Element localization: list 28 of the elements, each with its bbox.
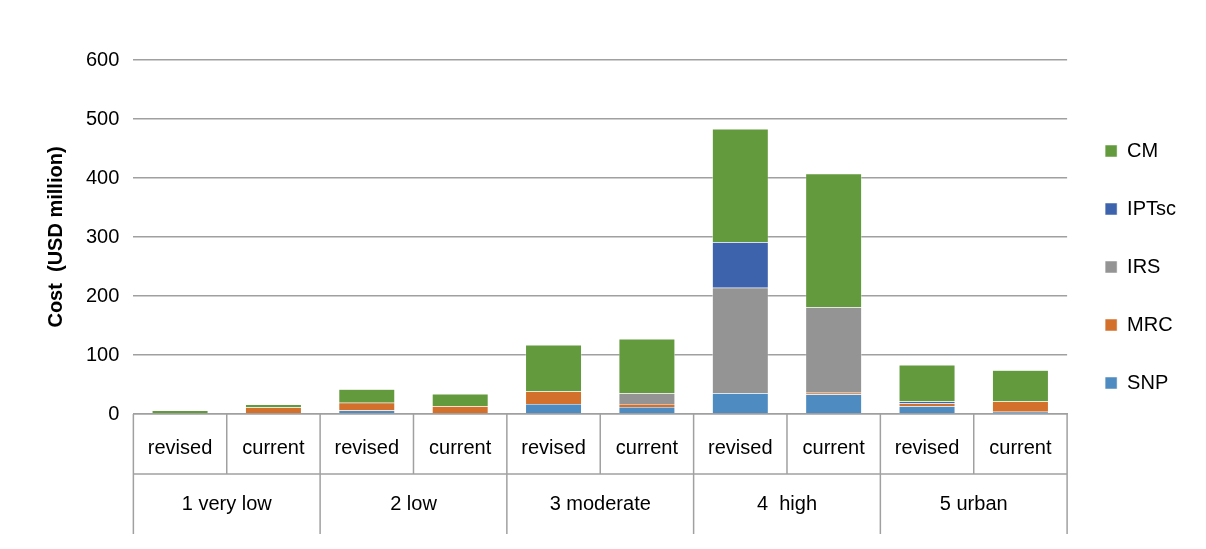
y-tick-label: 100 xyxy=(85,342,120,365)
x-tick-label: current xyxy=(989,435,1052,458)
text: 1 very low xyxy=(181,491,273,514)
x-tick-label: current xyxy=(242,435,305,458)
x-tick-label: revised xyxy=(521,435,586,458)
legend-label: SNP xyxy=(1127,370,1169,393)
x-tick-label: revised xyxy=(334,435,400,458)
x-tick-label: current xyxy=(615,435,679,458)
x-tick-label: revised xyxy=(894,435,960,458)
y-tick-label: 600 xyxy=(85,47,120,70)
y-tick-label: 400 xyxy=(85,165,120,188)
y-tick-label: 500 xyxy=(85,106,120,129)
y-axis-title: Cost (USD million) xyxy=(43,146,66,328)
x-tick-label: current xyxy=(429,435,492,458)
legend-label: MRC xyxy=(1127,312,1173,335)
x-tick-label: current xyxy=(802,435,866,458)
y-tick-label: 200 xyxy=(85,283,120,306)
legend-label: IPTsc xyxy=(1127,196,1177,219)
x-tick-label: revised xyxy=(147,435,213,458)
legend-label: IRS xyxy=(1127,254,1161,277)
x-tick-label: revised xyxy=(708,435,773,458)
text: 2 low xyxy=(390,491,438,514)
text: 4 high xyxy=(756,491,818,514)
y-tick-label: 0 xyxy=(108,401,120,424)
y-tick-label: 300 xyxy=(85,224,120,247)
text: 3 moderate xyxy=(549,491,651,514)
legend-label: CM xyxy=(1127,138,1159,161)
text: 5 urban xyxy=(939,491,1008,514)
